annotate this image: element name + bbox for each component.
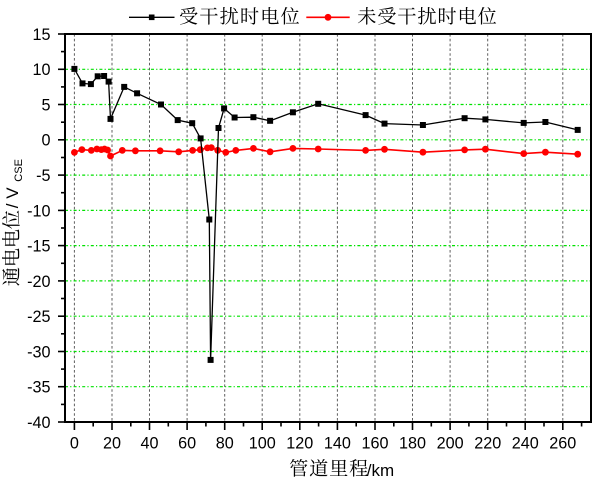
svg-text:-5: -5 [36,167,50,185]
svg-text:-30: -30 [27,343,50,361]
svg-text:/ V: / V [3,187,22,208]
svg-text:10: 10 [32,61,50,79]
svg-text:0: 0 [70,434,79,452]
svg-text:80: 80 [216,434,234,452]
svg-text:140: 140 [324,434,351,452]
svg-text:-25: -25 [27,308,50,326]
svg-text:60: 60 [178,434,196,452]
svg-text:/km: /km [367,461,394,480]
svg-text:-10: -10 [27,202,50,220]
svg-text:160: 160 [361,434,388,452]
svg-text:-15: -15 [27,238,50,256]
svg-text:120: 120 [286,434,313,452]
svg-text:15: 15 [32,26,50,44]
svg-text:-40: -40 [27,414,50,432]
svg-text:40: 40 [140,434,158,452]
svg-text:240: 240 [512,434,539,452]
svg-text:20: 20 [103,434,121,452]
svg-text:5: 5 [41,96,50,114]
svg-text:-35: -35 [27,379,50,397]
svg-text:260: 260 [549,434,576,452]
svg-text:0: 0 [41,132,50,150]
svg-text:220: 220 [474,434,501,452]
svg-text:180: 180 [399,434,426,452]
svg-text:100: 100 [249,434,276,452]
svg-text:CSE: CSE [13,159,25,182]
svg-text:-20: -20 [27,273,50,291]
svg-text:200: 200 [437,434,464,452]
